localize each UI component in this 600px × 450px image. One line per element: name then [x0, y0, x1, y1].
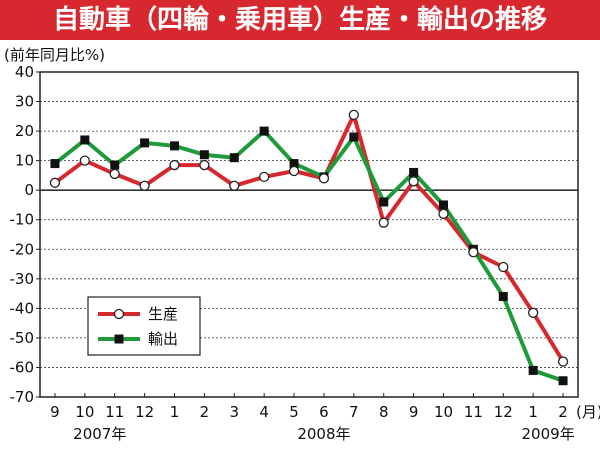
x-tick-label: 2	[200, 403, 210, 421]
y-tick-label: 0	[24, 181, 34, 199]
x-tick-label: 9	[50, 403, 60, 421]
x-tick-label: 10	[75, 403, 94, 421]
x-tick-label: 4	[259, 403, 269, 421]
x-tick-label: 11	[105, 403, 124, 421]
data-point-production	[109, 168, 120, 180]
data-point-export	[50, 159, 60, 169]
data-point-export	[439, 200, 448, 210]
data-point-production	[139, 180, 150, 191]
data-point-production	[318, 173, 330, 184]
data-point-production	[169, 159, 180, 171]
x-tick-label: 12	[494, 403, 513, 421]
legend-box	[87, 296, 201, 356]
x-tick-label: 8	[379, 403, 389, 421]
x-tick-label: 9	[409, 403, 419, 421]
legend-label: 輸出	[148, 330, 178, 348]
y-tick-label: -50	[10, 329, 35, 347]
data-point-production	[288, 165, 300, 177]
y-axis-label: (前年同月比%)	[4, 46, 105, 64]
y-tick-label: -20	[10, 240, 35, 258]
data-point-export	[558, 376, 568, 386]
data-point-production	[259, 171, 270, 183]
data-point-production	[378, 217, 389, 228]
data-point-export	[379, 197, 389, 207]
x-tick-label: 7	[349, 403, 359, 421]
x-tick-label: 3	[230, 403, 240, 421]
data-point-production	[199, 159, 210, 171]
data-point-export	[229, 153, 239, 163]
data-point-production	[79, 155, 90, 166]
x-tick-label: 5	[289, 403, 299, 421]
data-point-production	[528, 307, 539, 318]
x-tick-label: 12	[135, 403, 154, 421]
legend-marker-circle	[113, 308, 125, 320]
x-tick-label: 11	[464, 403, 483, 421]
x-unit-label: (月)	[576, 403, 600, 421]
x-tick-label: 6	[319, 403, 329, 421]
x-tick-label: 1	[170, 403, 180, 421]
data-point-production	[498, 261, 509, 273]
data-point-production	[557, 356, 569, 367]
data-point-export	[140, 138, 150, 148]
y-tick-label: 30	[15, 93, 34, 111]
data-point-production	[229, 180, 240, 191]
x-tick-label: 1	[528, 403, 538, 421]
y-tick-label: -30	[10, 270, 35, 288]
plot-frame	[39, 71, 579, 398]
series-line-export	[52, 129, 566, 383]
data-point-production	[348, 109, 359, 120]
data-point-export	[498, 292, 508, 302]
data-point-production	[49, 177, 61, 188]
title-bar: 自動車（四輪・乗用車）生産・輸出の推移	[0, 0, 600, 40]
data-point-export	[80, 135, 90, 145]
chart-title: 自動車（四輪・乗用車）生産・輸出の推移	[52, 5, 547, 35]
legend-label: 生産	[148, 305, 178, 323]
data-point-export	[409, 167, 419, 177]
data-point-export	[170, 141, 179, 151]
data-point-production	[408, 176, 419, 187]
y-tick-label: -10	[10, 211, 35, 229]
y-tick-label: -40	[10, 299, 35, 317]
y-tick-label: 20	[15, 122, 34, 140]
data-point-export	[110, 160, 120, 170]
data-point-export	[528, 365, 538, 375]
y-tick-label: 10	[15, 152, 34, 170]
x-tick-label: 10	[434, 403, 453, 421]
data-point-export	[199, 150, 209, 160]
y-tick-label: -60	[10, 358, 35, 376]
data-point-export	[289, 159, 299, 169]
data-point-export	[349, 132, 359, 142]
legend-marker-square	[114, 334, 124, 344]
year-label: 2007年	[73, 425, 126, 443]
y-tick-label: 40	[15, 63, 34, 81]
year-label: 2008年	[297, 425, 350, 443]
data-point-production	[468, 247, 479, 258]
y-tick-label: -70	[10, 388, 35, 406]
x-tick-label: 2	[558, 403, 568, 421]
data-point-production	[438, 208, 449, 219]
year-label: 2009年	[522, 425, 575, 443]
data-point-export	[259, 126, 269, 136]
